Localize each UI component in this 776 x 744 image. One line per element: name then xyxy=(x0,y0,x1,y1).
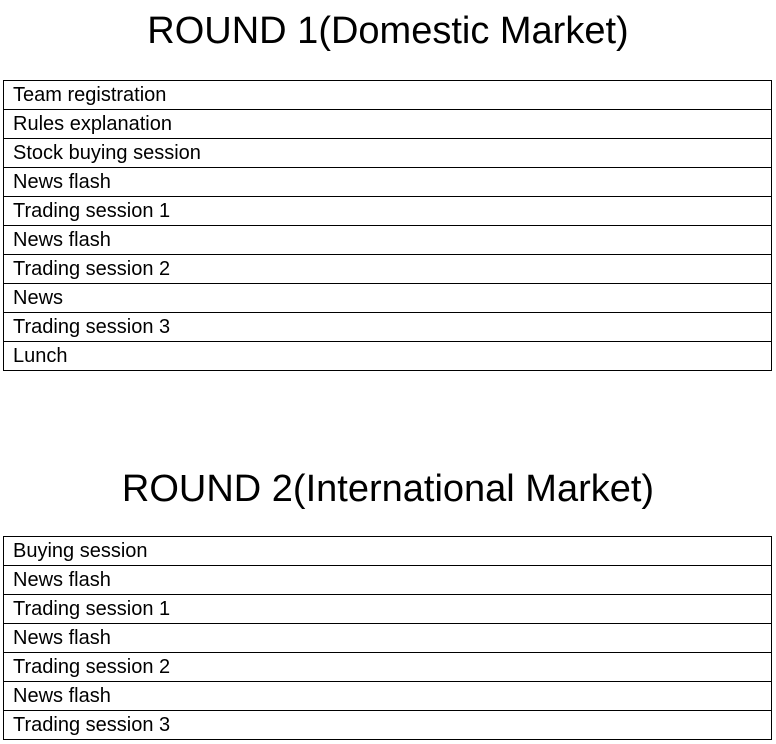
table-row: News flash xyxy=(3,681,772,711)
schedule-item: Trading session 2 xyxy=(3,652,772,682)
schedule-item: News flash xyxy=(3,681,772,711)
round-1-schedule-table: Team registration Rules explanation Stoc… xyxy=(3,80,772,371)
table-row: News flash xyxy=(3,167,772,197)
schedule-item: Trading session 3 xyxy=(3,710,772,740)
table-row: Team registration xyxy=(3,80,772,110)
table-row: Rules explanation xyxy=(3,109,772,139)
table-row: News flash xyxy=(3,565,772,595)
schedule-item: Stock buying session xyxy=(3,138,772,168)
schedule-item: Trading session 1 xyxy=(3,594,772,624)
table-row: Stock buying session xyxy=(3,138,772,168)
schedule-item: Trading session 1 xyxy=(3,196,772,226)
schedule-item: Buying session xyxy=(3,536,772,566)
table-row: Trading session 1 xyxy=(3,196,772,226)
table-row: News flash xyxy=(3,623,772,653)
table-row: Trading session 3 xyxy=(3,710,772,740)
round-1-section: ROUND 1(Domestic Market) Team registrati… xyxy=(0,0,776,371)
schedule-item: Lunch xyxy=(3,341,772,371)
table-row: News flash xyxy=(3,225,772,255)
schedule-item: Trading session 2 xyxy=(3,254,772,284)
schedule-item: News flash xyxy=(3,225,772,255)
round-2-title: ROUND 2(International Market) xyxy=(121,468,655,510)
round-2-schedule-table: Buying session News flash Trading sessio… xyxy=(3,536,772,740)
table-row: Buying session xyxy=(3,536,772,566)
round-1-title: ROUND 1(Domestic Market) xyxy=(147,10,629,52)
table-row: Trading session 3 xyxy=(3,312,772,342)
schedule-item: Rules explanation xyxy=(3,109,772,139)
table-row: Trading session 1 xyxy=(3,594,772,624)
schedule-item: News flash xyxy=(3,623,772,653)
schedule-item: News flash xyxy=(3,167,772,197)
table-row: News xyxy=(3,283,772,313)
schedule-item: News flash xyxy=(3,565,772,595)
schedule-item: Team registration xyxy=(3,80,772,110)
schedule-item: Trading session 3 xyxy=(3,312,772,342)
table-row: Trading session 2 xyxy=(3,652,772,682)
round-2-section: ROUND 2(International Market) Buying ses… xyxy=(0,458,776,740)
schedule-item: News xyxy=(3,283,772,313)
table-row: Trading session 2 xyxy=(3,254,772,284)
table-row: Lunch xyxy=(3,341,772,371)
